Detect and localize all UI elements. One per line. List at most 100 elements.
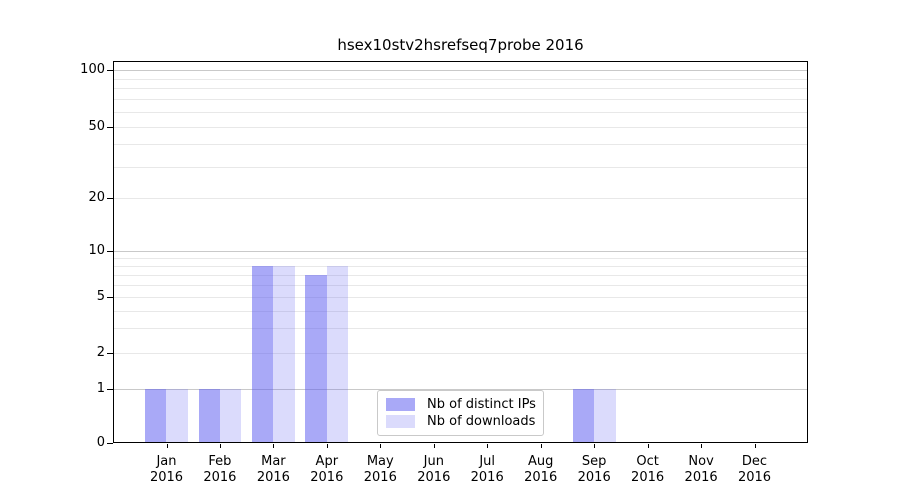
y-tick-mark	[107, 443, 113, 444]
x-tick-label: Dec 2016	[723, 454, 787, 486]
legend-entry-distinct-ips: Nb of distinct IPs	[386, 396, 536, 413]
x-tick-label: May 2016	[348, 454, 412, 486]
x-tick-label-line: 2016	[524, 470, 558, 485]
bar-jan-series1	[166, 389, 188, 442]
x-tick-label: Jul 2016	[455, 454, 519, 486]
x-tick-label-line: Sep	[581, 454, 607, 469]
plot-area	[113, 61, 808, 443]
x-tick-label-line: 2016	[417, 470, 451, 485]
x-tick-label: Apr 2016	[295, 454, 359, 486]
y-tick-mark	[107, 198, 113, 199]
bar-apr-series1	[326, 265, 349, 442]
x-tick-mark	[594, 444, 596, 448]
x-tick-mark	[326, 444, 328, 448]
y-tick-label: 0	[96, 435, 105, 450]
legend-swatch-distinct-ips	[386, 398, 415, 411]
x-tick-label-line: 2016	[631, 470, 665, 485]
x-tick-label-line: Jan	[156, 454, 177, 469]
gridline-minor	[114, 78, 807, 80]
legend-swatch-downloads	[386, 415, 415, 428]
gridline-minor	[114, 328, 807, 330]
x-tick-mark	[487, 444, 489, 448]
gridline-major	[114, 251, 807, 252]
bar-feb-series0	[198, 389, 220, 442]
gridline-major	[114, 70, 807, 71]
gridline-minor	[114, 198, 807, 199]
x-tick-label: Sep 2016	[562, 454, 626, 486]
gridline-minor	[114, 353, 807, 354]
y-tick-mark	[107, 389, 113, 390]
y-tick-label: 50	[88, 119, 105, 134]
gridline-minor	[114, 99, 807, 101]
x-tick-mark	[380, 444, 382, 448]
x-tick-label-line: Jun	[423, 454, 444, 469]
x-tick-label-line: Dec	[741, 454, 768, 469]
gridline-minor	[114, 310, 807, 312]
gridline-minor	[114, 112, 807, 113]
x-tick-label-line: Aug	[527, 454, 554, 469]
y-tick-mark	[107, 127, 113, 128]
x-tick-label-line: Mar	[261, 454, 286, 469]
bar-mar-series0	[252, 265, 274, 442]
x-tick-mark	[647, 444, 649, 448]
x-tick-label-line: 2016	[737, 470, 772, 485]
y-tick-label: 10	[88, 243, 105, 258]
x-tick-label-line: 2016	[363, 470, 397, 485]
x-tick-label-line: Apr	[315, 454, 339, 469]
x-tick-label-line: Nov	[688, 454, 714, 469]
y-tick-label: 1	[96, 381, 105, 396]
x-tick-label: Oct 2016	[616, 454, 680, 486]
x-tick-label: Feb 2016	[188, 454, 252, 486]
y-tick-mark	[107, 297, 113, 298]
x-tick-mark	[701, 444, 703, 448]
x-tick-mark	[219, 444, 221, 448]
x-tick-label: Mar 2016	[241, 454, 305, 486]
legend-entry-downloads: Nb of downloads	[386, 413, 535, 430]
x-tick-label-line: 2016	[684, 470, 718, 485]
x-tick-label-line: Jul	[479, 454, 496, 469]
x-tick-mark	[166, 444, 168, 448]
y-tick-label: 20	[88, 190, 105, 205]
gridline-minor	[114, 144, 807, 146]
legend-label-distinct-ips: Nb of distinct IPs	[427, 396, 536, 412]
gridline-minor	[114, 265, 807, 267]
gridline-minor	[114, 257, 807, 259]
x-tick-label: Jun 2016	[402, 454, 466, 486]
x-tick-label: Aug 2016	[509, 454, 573, 486]
bar-sep-series1	[594, 389, 616, 442]
x-tick-label: Jan 2016	[135, 454, 199, 486]
y-tick-mark	[107, 353, 113, 354]
x-tick-mark	[540, 444, 542, 448]
x-tick-mark	[754, 444, 756, 448]
y-tick-mark	[107, 70, 113, 71]
legend-label-downloads: Nb of downloads	[427, 413, 536, 429]
gridline-minor	[114, 284, 807, 286]
gridline-minor	[114, 88, 807, 90]
gridline-minor	[114, 297, 807, 298]
bar-mar-series1	[273, 265, 295, 442]
x-tick-label-line: 2016	[310, 470, 344, 485]
y-tick-mark	[107, 251, 113, 252]
y-tick-label: 2	[96, 345, 105, 360]
y-tick-label: 100	[80, 62, 105, 77]
x-tick-label-line: 2016	[256, 470, 290, 485]
bar-feb-series1	[219, 389, 242, 442]
x-tick-label-line: Feb	[208, 454, 232, 469]
x-tick-label-line: Oct	[636, 454, 659, 469]
gridline-major	[114, 389, 807, 390]
gridline-minor	[114, 274, 807, 276]
x-tick-mark	[273, 444, 275, 448]
x-tick-label-line: 2016	[203, 470, 237, 485]
x-tick-label-line: May	[366, 454, 394, 469]
gridline-minor	[114, 127, 807, 128]
y-tick-label: 5	[96, 289, 105, 304]
bar-sep-series0	[572, 389, 595, 442]
x-tick-label: Nov 2016	[669, 454, 733, 486]
x-tick-mark	[433, 444, 435, 448]
x-tick-label-line: 2016	[577, 470, 611, 485]
bar-apr-series0	[305, 274, 327, 442]
chart-title: hsex10stv2hsrefseq7probe 2016	[337, 36, 584, 54]
x-tick-label-line: 2016	[149, 470, 184, 485]
bar-jan-series0	[145, 389, 167, 442]
